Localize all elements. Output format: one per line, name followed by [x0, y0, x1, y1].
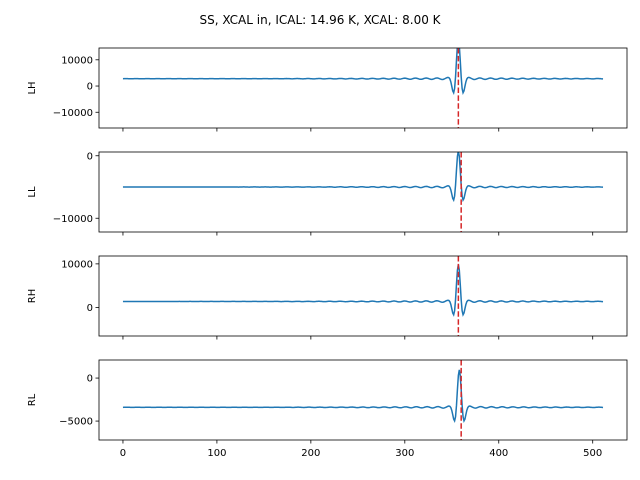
chart-title: SS, XCAL in, ICAL: 14.96 K, XCAL: 8.00 K [199, 13, 441, 27]
y-tick-label-lh: 0 [87, 82, 93, 93]
y-tick-label-rl: 0 [87, 374, 93, 385]
y-axis-label-ll: LL [27, 186, 38, 198]
subplots: −10000 0 10000 LH −10000 0 LL 0 10000 RH −5000 0 RL 0… [27, 47, 628, 459]
x-tick-label: 100 [207, 448, 226, 459]
y-tick-label-ll: 0 [87, 151, 93, 162]
panel-rl: −5000 0 RL 0 100 200 300 400 500 [27, 359, 628, 459]
series-line-ll [122, 152, 604, 203]
x-tick-label: 300 [395, 448, 414, 459]
y-tick-label-lh: 10000 [61, 55, 93, 66]
x-tick-label: 200 [301, 448, 320, 459]
y-tick-label-rh: 0 [87, 303, 93, 314]
axes-frame-ll [98, 151, 628, 233]
axes-frame-rl [98, 359, 628, 441]
panel-ll: −10000 0 LL [27, 151, 628, 236]
y-tick-label-lh: −10000 [53, 108, 93, 119]
x-tick-label: 0 [120, 448, 126, 459]
series-line-lh [122, 48, 604, 95]
y-axis-label-rh: RH [27, 289, 38, 303]
y-tick-label-ll: −10000 [53, 214, 93, 225]
panel-rh: 0 10000 RH [27, 255, 628, 340]
axes-frame-lh [98, 47, 628, 129]
series-line-rh [122, 264, 604, 317]
y-axis-label-rl: RL [27, 393, 38, 406]
y-tick-label-rh: 10000 [61, 259, 93, 270]
y-axis-label-lh: LH [27, 81, 38, 94]
y-tick-label-rl: −5000 [59, 417, 93, 428]
panel-lh: −10000 0 10000 LH [27, 47, 628, 132]
x-tick-label: 500 [583, 448, 602, 459]
series-line-rl [122, 369, 604, 423]
x-tick-label: 400 [489, 448, 508, 459]
axes-frame-rh [98, 255, 628, 337]
